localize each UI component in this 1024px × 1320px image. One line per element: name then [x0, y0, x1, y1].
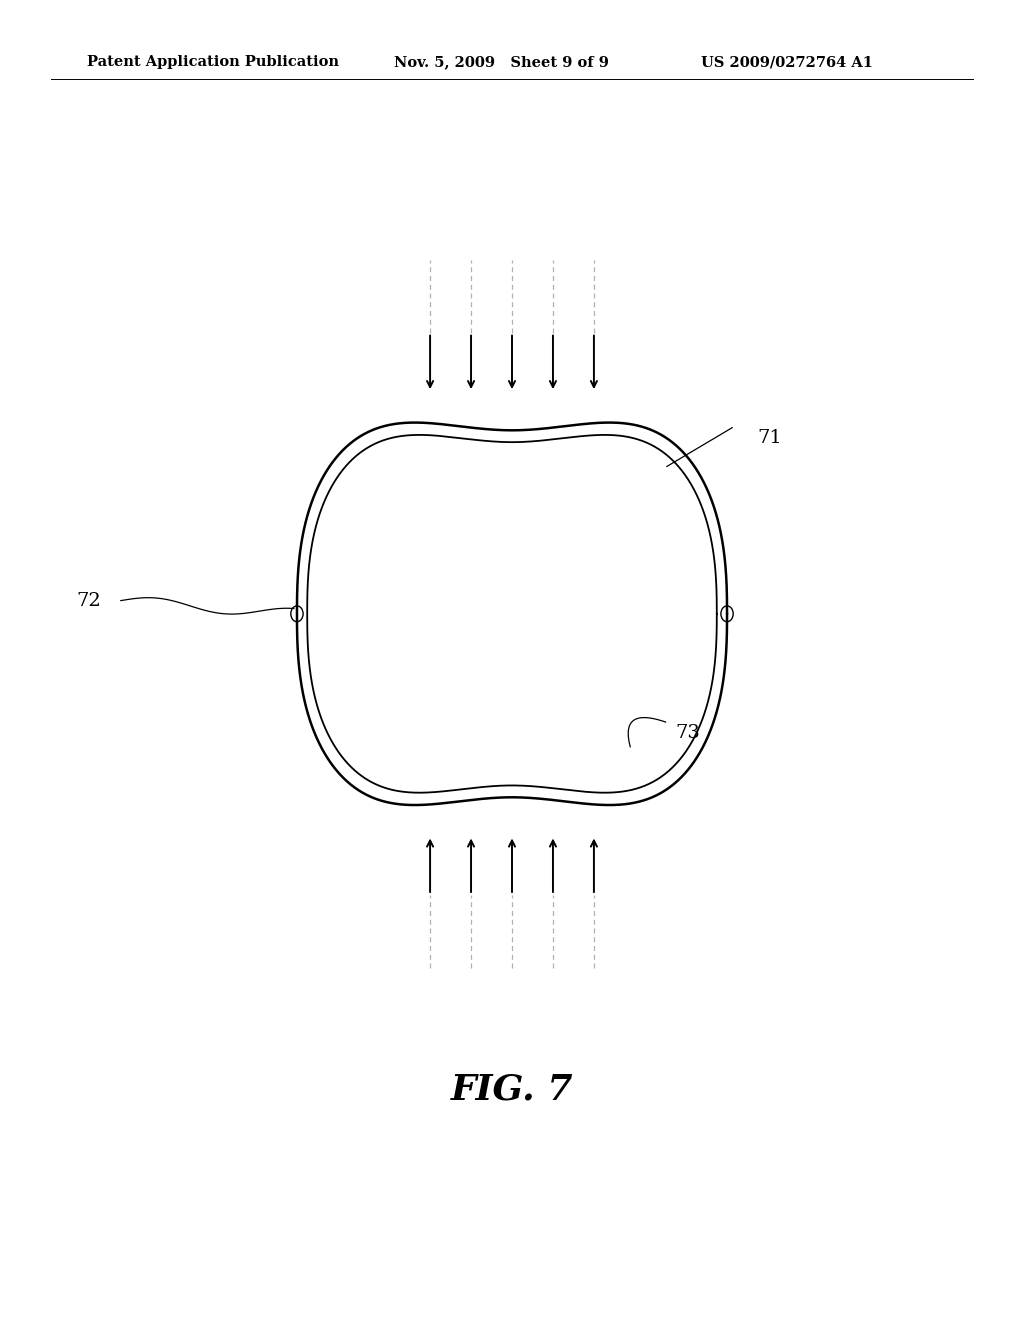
Text: 73: 73: [676, 723, 700, 742]
Text: Patent Application Publication: Patent Application Publication: [87, 55, 339, 69]
Text: US 2009/0272764 A1: US 2009/0272764 A1: [701, 55, 873, 69]
Text: 71: 71: [758, 429, 782, 447]
Text: 72: 72: [77, 591, 101, 610]
Text: Nov. 5, 2009   Sheet 9 of 9: Nov. 5, 2009 Sheet 9 of 9: [394, 55, 609, 69]
Text: FIG. 7: FIG. 7: [451, 1072, 573, 1106]
